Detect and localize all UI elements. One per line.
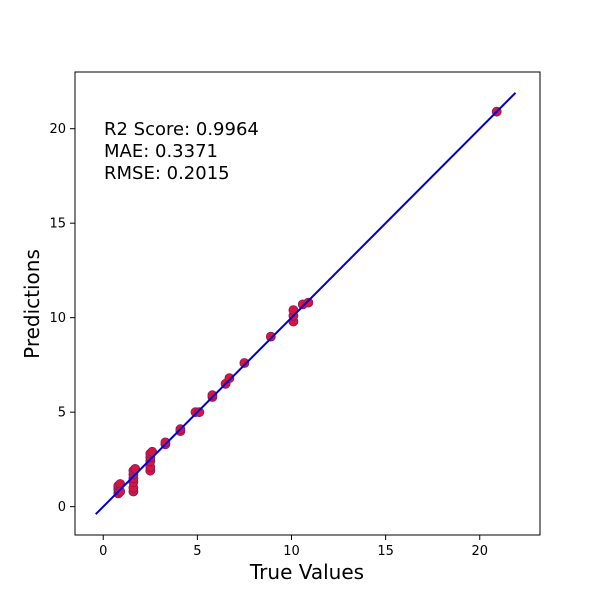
data-point [224,373,235,384]
metrics-annotation: R2 Score: 0.9964 MAE: 0.3371 RMSE: 0.201… [104,119,259,184]
data-point [265,331,276,342]
y-tick-label: 15 [49,217,66,232]
data-point [115,486,126,497]
y-tick-label: 0 [58,500,66,515]
y-axis-label: Predictions [20,249,44,359]
x-tick-label: 10 [283,544,300,559]
x-axis-label: True Values [249,560,364,584]
x-tick-label: 15 [377,544,394,559]
x-axis-ticks: 0 5 10 15 20 [99,535,488,559]
data-point [239,358,250,368]
data-point [194,407,205,418]
rmse-label: RMSE: 0.2015 [104,163,230,184]
y-axis-ticks: 0 5 10 15 20 [49,122,75,515]
data-point [207,390,218,401]
y-tick-label: 20 [49,122,66,137]
mae-label: MAE: 0.3371 [104,141,218,162]
x-tick-label: 5 [193,544,201,559]
r2-score-label: R2 Score: 0.9964 [104,119,259,140]
reference-line [95,92,517,515]
data-point [160,437,171,448]
y-tick-label: 5 [58,406,66,421]
x-tick-label: 0 [99,544,107,559]
x-tick-label: 20 [471,544,488,559]
data-point [303,297,314,308]
plot-frame [74,71,541,536]
y-tick-label: 10 [49,311,66,326]
